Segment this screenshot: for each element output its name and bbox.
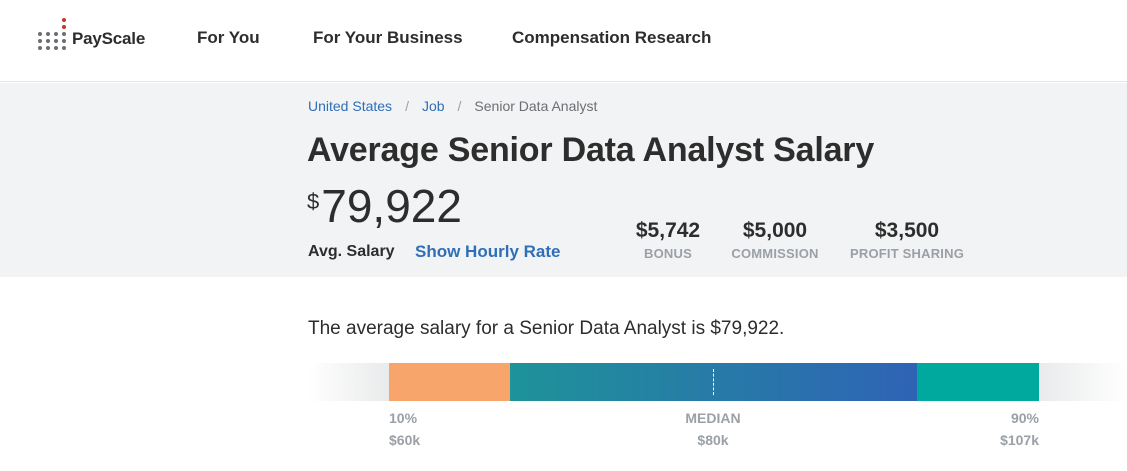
page-title: Average Senior Data Analyst Salary <box>307 131 875 169</box>
percentile-median-label: MEDIAN <box>685 410 741 426</box>
average-salary: $ 79,922 <box>307 180 462 232</box>
percentile-10: 10% $60k <box>389 407 420 451</box>
salary-hero <box>0 83 1127 277</box>
commission-label: COMMISSION <box>731 246 819 261</box>
salary-currency: $ <box>307 189 320 214</box>
percentile-10-label: 10% <box>389 410 418 426</box>
median-marker <box>713 369 714 395</box>
show-hourly-rate-link[interactable]: Show Hourly Rate <box>415 242 561 261</box>
bonus-stat: $5,742 BONUS <box>632 219 704 261</box>
breadcrumb-job[interactable]: Job <box>421 98 445 114</box>
percentile-10-value: $60k <box>389 432 421 448</box>
profit-sharing-stat: $3,500 PROFIT SHARING <box>846 219 968 261</box>
commission-stat: $5,000 COMMISSION <box>726 219 824 261</box>
nav-compensation-research[interactable]: Compensation Research <box>512 28 712 47</box>
profit-sharing-label: PROFIT SHARING <box>849 246 965 261</box>
breadcrumb-united-states[interactable]: United States <box>308 98 393 114</box>
logo-text: PayScale <box>72 29 146 48</box>
bar-segment-low <box>389 363 510 401</box>
nav-for-you[interactable]: For You <box>197 28 260 47</box>
profit-sharing-value: $3,500 <box>874 219 940 242</box>
bar-fade-right <box>1039 363 1127 401</box>
bonus-value: $5,742 <box>635 219 701 242</box>
bonus-label: BONUS <box>644 246 692 261</box>
salary-summary: The average salary for a Senior Data Ana… <box>308 318 785 339</box>
breadcrumb-current: Senior Data Analyst <box>474 98 598 114</box>
site-header: PayScale For You For Your Business Compe… <box>0 0 1127 82</box>
bar-segment-high <box>917 363 1039 401</box>
percentile-90-value: $107k <box>1000 432 1039 448</box>
breadcrumb: United States / Job / Senior Data Analys… <box>308 98 597 114</box>
percentile-median-value: $80k <box>697 432 729 448</box>
breadcrumb-separator: / <box>457 98 462 114</box>
avg-salary-label: Avg. Salary <box>308 243 395 260</box>
nav-for-your-business[interactable]: For Your Business <box>313 28 463 47</box>
payscale-logo[interactable]: PayScale <box>38 16 145 56</box>
commission-value: $5,000 <box>742 219 808 242</box>
bar-fade-left <box>308 363 389 401</box>
breadcrumb-separator: / <box>405 98 409 114</box>
percentile-90-label: 90% <box>1010 410 1039 426</box>
logo-dots-icon <box>38 18 68 54</box>
salary-range-bar <box>308 363 1127 401</box>
percentile-90: 90% $107k <box>1000 407 1039 451</box>
percentile-median: MEDIAN $80k <box>685 407 740 451</box>
salary-value: 79,922 <box>321 180 462 232</box>
